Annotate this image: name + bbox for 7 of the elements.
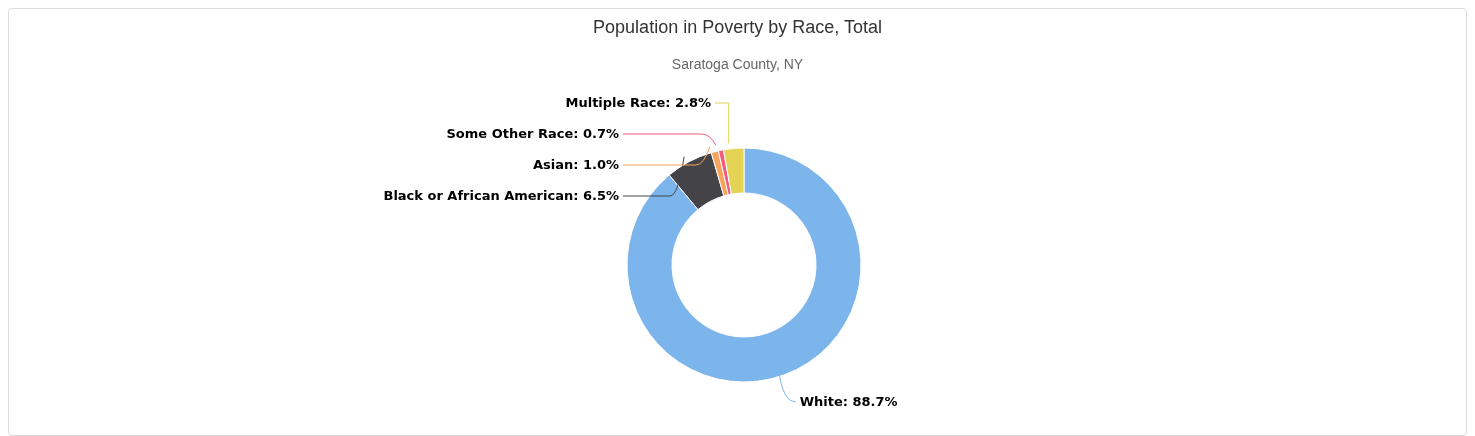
chart-title: Population in Poverty by Race, Total [592, 17, 883, 38]
slice-label: White: 88.7% [799, 393, 898, 409]
chart-subtitle: Saratoga County, NY [670, 56, 805, 72]
slice-label: Multiple Race: 2.8% [565, 95, 711, 110]
slice-label: Asian: 1.0% [532, 157, 619, 172]
slice-label: Some Other Race: 0.7% [446, 126, 619, 141]
slice-label: Black or African American: 6.5% [383, 188, 619, 203]
